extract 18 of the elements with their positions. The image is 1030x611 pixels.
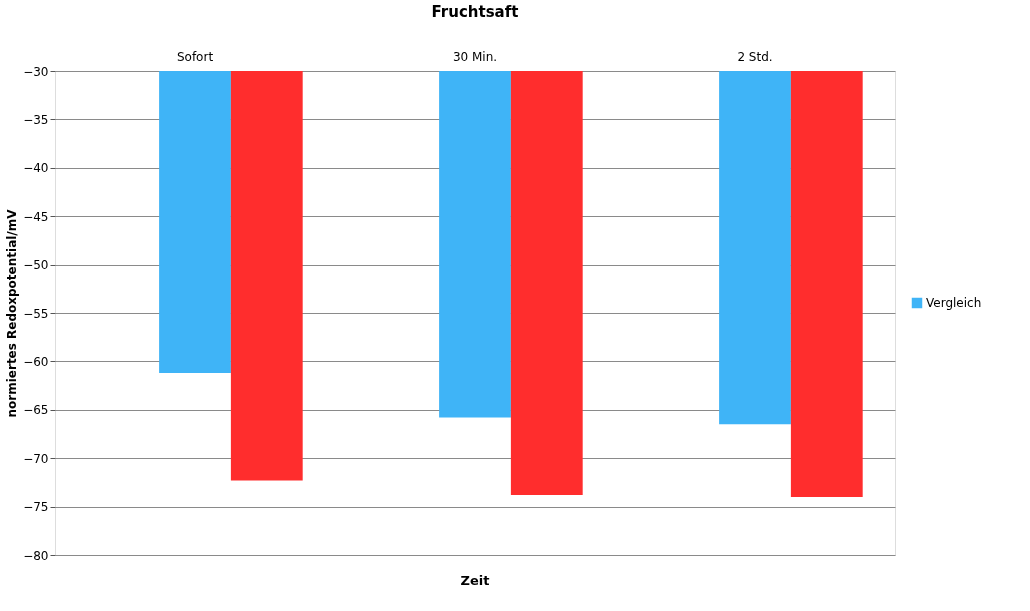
y-tick-label: −70 [23,451,49,466]
legend-label: Vergleich [926,296,982,310]
y-tick-label: −75 [23,500,49,515]
y-tick-label: −45 [23,209,49,224]
y-tick-label: −55 [23,306,49,321]
x-tick-label: 2 Std. [737,49,773,64]
y-tick-label: −30 [23,64,49,79]
y-axis-title: normiertes Redoxpotential/mV [5,208,20,418]
y-tick-label: −60 [23,354,49,369]
x-axis-title: Zeit [460,573,490,588]
y-tick-label: −50 [23,258,49,273]
chart-title: Fruchtsaft [431,3,519,21]
x-tick-label: Sofort [176,49,214,64]
y-tick-label: −35 [23,112,49,127]
x-tick-label: 30 Min. [452,49,498,64]
y-tick-label: −40 [23,161,49,176]
y-tick-label: −65 [23,403,49,418]
y-tick-label: −80 [23,548,49,563]
